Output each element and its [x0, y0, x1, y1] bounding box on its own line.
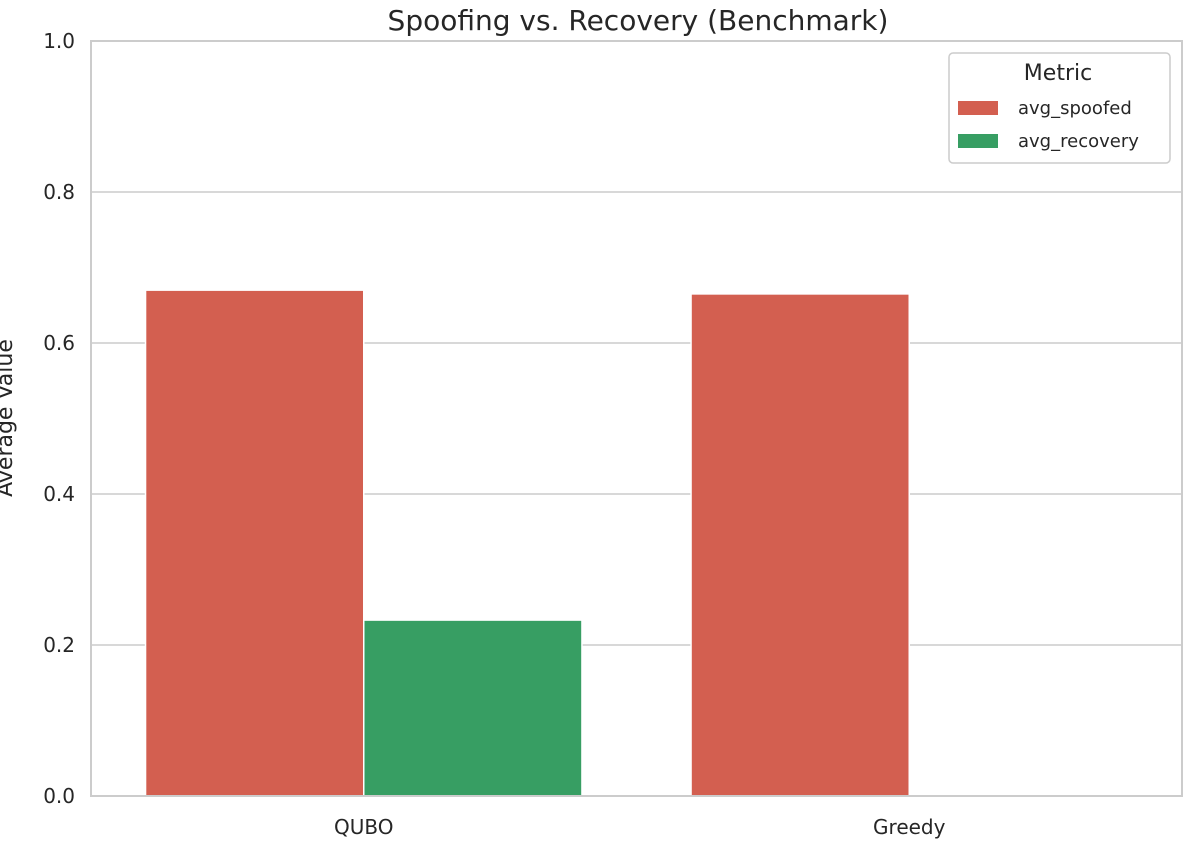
legend-items: avg_spoofed avg_recovery: [958, 98, 1139, 152]
legend-swatch-avg_spoofed: [958, 101, 998, 115]
bar-avg_recovery-qubo: [363, 619, 583, 797]
bar-avg_spoofed-greedy: [690, 293, 910, 797]
y-tick-label: 0.0: [43, 784, 75, 808]
y-axis-label: Average Value: [0, 339, 18, 497]
chart-title: Spoofing vs. Recovery (Benchmark): [388, 4, 889, 37]
legend: Metric avg_spoofed avg_recovery: [948, 52, 1171, 164]
x-tick-label: QUBO: [334, 815, 394, 839]
x-tick-label: Greedy: [873, 815, 946, 839]
y-tick-label: 0.8: [43, 180, 75, 204]
bars: [144, 289, 910, 797]
legend-label-avg_spoofed: avg_spoofed: [1018, 98, 1132, 119]
legend-label-avg_recovery: avg_recovery: [1018, 131, 1139, 152]
legend-title: Metric: [1024, 61, 1092, 86]
plot-frame: [90, 40, 1183, 797]
x-tick-labels: QUBO Greedy: [334, 815, 946, 839]
y-tick-label: 0.4: [43, 482, 75, 506]
legend-swatch-avg_recovery: [958, 134, 998, 148]
bar-avg_spoofed-qubo: [144, 289, 365, 797]
y-tick-label: 0.6: [43, 331, 75, 355]
legend-box: [948, 52, 1171, 164]
y-tick-label: 0.2: [43, 633, 75, 657]
y-tick-labels: 0.0 0.2 0.4 0.6 0.8 1.0: [43, 29, 75, 808]
y-tick-label: 1.0: [43, 29, 75, 53]
